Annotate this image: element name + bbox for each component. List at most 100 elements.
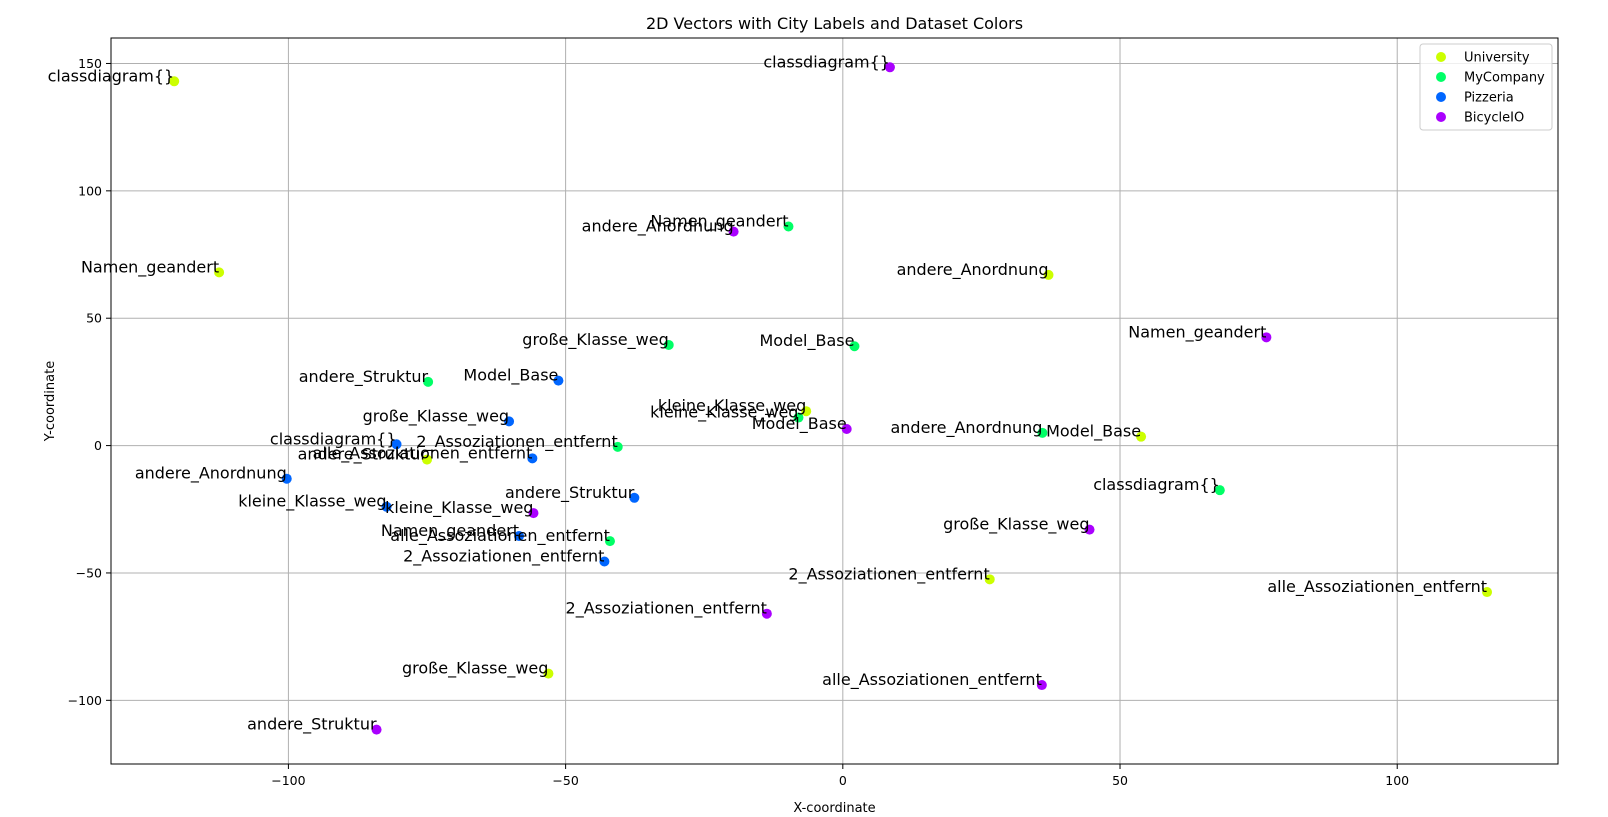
data-point xyxy=(1084,524,1095,535)
legend-marker xyxy=(1436,112,1446,122)
data-point xyxy=(391,439,402,450)
data-point xyxy=(604,536,615,547)
legend-entry: Pizzeria xyxy=(1464,91,1514,106)
data-point xyxy=(422,454,433,465)
point-label: andere_Struktur xyxy=(247,715,377,735)
point-label: andere_Struktur xyxy=(298,445,428,465)
legend-marker xyxy=(1436,52,1446,62)
point-label: andere_Struktur xyxy=(505,483,635,503)
data-point xyxy=(214,267,225,278)
y-tick-label: 50 xyxy=(86,311,102,326)
x-tick-label: 100 xyxy=(1385,773,1409,788)
data-point xyxy=(553,375,564,386)
point-label: Namen_geandert xyxy=(1128,322,1266,342)
point-label: andere_Struktur xyxy=(299,367,429,387)
data-point xyxy=(169,76,180,87)
point-label: andere_Anordnung xyxy=(890,418,1042,438)
data-point xyxy=(514,531,525,542)
data-point xyxy=(1214,485,1225,496)
legend-entry: University xyxy=(1464,51,1530,66)
legend-entry: BicycleIO xyxy=(1464,111,1524,126)
data-point xyxy=(612,441,623,452)
point-label: 2_Assoziationen_entfernt xyxy=(403,546,604,566)
data-point xyxy=(371,724,382,735)
point-label: kleine_Klasse_weg xyxy=(650,403,798,423)
chart-title: 2D Vectors with City Labels and Dataset … xyxy=(646,14,1023,33)
point-label: 2_Assoziationen_entfernt xyxy=(566,599,767,619)
y-tick-label: −100 xyxy=(68,693,102,708)
point-label: Model_Base xyxy=(463,366,558,386)
point-label: alle_Assoziationen_entfernt xyxy=(313,443,533,463)
point-label: andere_Anordnung xyxy=(897,260,1049,280)
point-label: große_Klasse_weg xyxy=(402,659,548,679)
point-label: classdiagram{} xyxy=(1093,475,1220,494)
data-point xyxy=(984,574,995,585)
data-point xyxy=(793,412,804,423)
data-point xyxy=(281,473,292,484)
data-point xyxy=(423,376,434,387)
point-label: alle_Assoziationen_entfernt xyxy=(822,670,1042,690)
point-label: kleine_Klasse_weg xyxy=(658,396,806,416)
point-label: große_Klasse_weg xyxy=(522,330,668,350)
point-label: Model_Base xyxy=(759,331,854,351)
axis-ticks: −100 −50 0 50 100 −100 −50 0 50 100 150 xyxy=(68,56,1410,788)
data-point xyxy=(728,226,739,237)
data-point xyxy=(841,424,852,435)
data-point xyxy=(1037,427,1048,438)
data-point xyxy=(761,608,772,619)
x-tick-label: −50 xyxy=(552,773,578,788)
data-point xyxy=(629,492,640,503)
legend-frame xyxy=(1419,43,1553,131)
point-label: alle_Assoziationen_entfernt xyxy=(390,526,610,546)
point-label: andere_Anordnung xyxy=(135,464,287,484)
point-label: große_Klasse_weg xyxy=(363,406,509,426)
legend-marker xyxy=(1436,72,1446,82)
data-point xyxy=(884,62,895,73)
y-tick-label: 100 xyxy=(78,183,102,198)
point-label: classdiagram{} xyxy=(270,429,397,448)
x-tick-label: −100 xyxy=(271,773,305,788)
x-tick-label: 0 xyxy=(839,773,847,788)
point-label: Namen_geandert xyxy=(650,212,788,232)
data-point xyxy=(1482,587,1493,598)
data-point xyxy=(1136,431,1147,442)
data-point xyxy=(1043,269,1054,280)
data-point xyxy=(527,453,538,464)
y-axis-label: Y-coordinate xyxy=(43,361,58,442)
point-label: alle_Assoziationen_entfernt xyxy=(1267,577,1487,597)
point-label: Namen_geandert xyxy=(81,257,219,277)
point-label: Model_Base xyxy=(752,414,847,434)
grid xyxy=(111,38,1558,764)
point-label: Model_Base xyxy=(1046,422,1141,442)
data-point xyxy=(783,221,794,232)
legend-marker xyxy=(1436,92,1446,102)
point-label: 2_Assoziationen_entfernt xyxy=(416,432,617,452)
data-point xyxy=(381,501,392,512)
data-point xyxy=(504,416,515,427)
point-label: 2_Assoziationen_entfernt xyxy=(788,564,989,584)
x-axis-label: X-coordinate xyxy=(793,801,875,816)
legend-entry: MyCompany xyxy=(1464,71,1545,86)
data-point xyxy=(849,341,860,352)
point-label: classdiagram{} xyxy=(763,52,890,71)
plot-frame xyxy=(110,37,1559,765)
data-point xyxy=(528,508,539,519)
data-point xyxy=(1036,680,1047,691)
point-label: kleine_Klasse_weg xyxy=(385,498,533,518)
legend: University MyCompany Pizzeria BicycleIO xyxy=(1419,43,1553,131)
point-label: andere_Anordnung xyxy=(582,217,734,237)
data-point xyxy=(663,339,674,350)
data-point xyxy=(599,556,610,567)
y-tick-label: 150 xyxy=(78,56,102,71)
x-tick-label: 50 xyxy=(1112,773,1128,788)
y-tick-label: −50 xyxy=(76,565,102,580)
point-labels: classdiagram{}Namen_geandert andere_Anord… xyxy=(48,52,1487,734)
point-label: kleine_Klasse_weg xyxy=(238,492,386,512)
data-point xyxy=(1261,332,1272,343)
data-point xyxy=(801,406,812,417)
data-points xyxy=(169,62,1493,735)
y-tick-label: 0 xyxy=(94,438,102,453)
point-label: Namen_geandert xyxy=(381,521,519,541)
data-point xyxy=(543,668,554,679)
